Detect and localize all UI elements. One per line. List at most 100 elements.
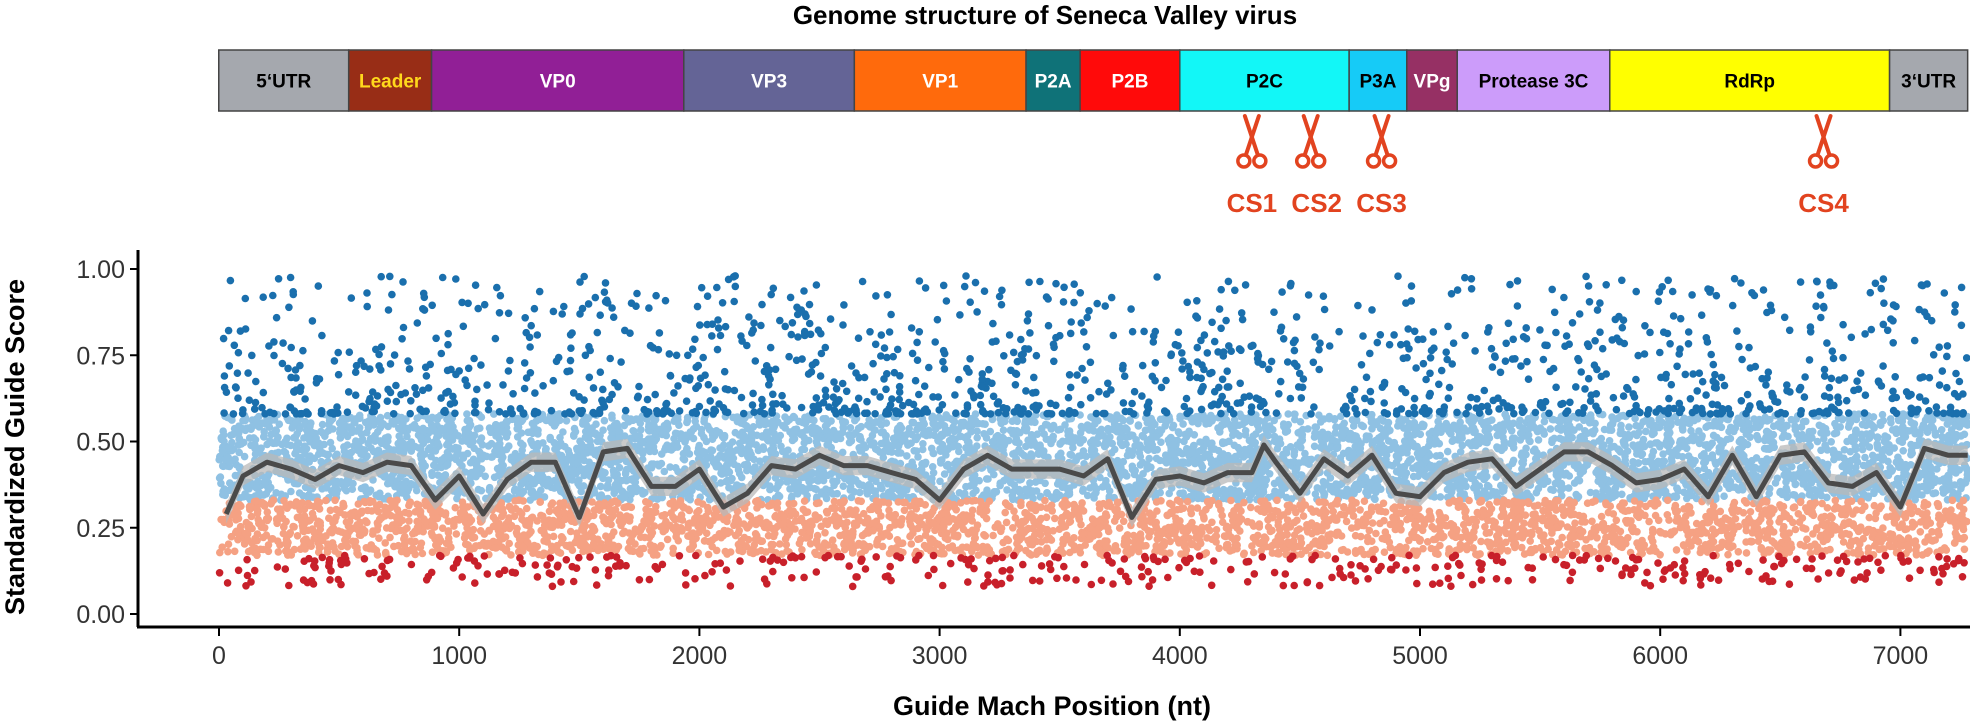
- data-point-mid-high: [351, 415, 360, 423]
- data-point-mid-high: [864, 486, 872, 495]
- data-point-mid-high: [1009, 430, 1017, 438]
- data-point-mid-high: [777, 442, 785, 451]
- data-point-mid-high: [1076, 429, 1085, 437]
- data-point-mid-high: [1205, 419, 1213, 428]
- data-point-mid-high: [650, 417, 659, 425]
- data-point-mid-high: [295, 489, 304, 497]
- data-point-mid-high: [1522, 444, 1530, 453]
- data-point-mid-high: [235, 448, 243, 457]
- data-point-mid-high: [768, 447, 777, 456]
- data-point-mid-high: [1531, 445, 1539, 454]
- data-point-mid-high: [1136, 441, 1144, 450]
- genome-segment-1: [347, 49, 433, 112]
- data-point-mid-high: [772, 417, 780, 426]
- data-point-mid-high: [552, 419, 560, 428]
- data-point-mid-high: [550, 439, 558, 447]
- data-point-mid-high: [1169, 441, 1177, 449]
- data-point-mid-high: [1767, 431, 1775, 439]
- data-point-mid-high: [1079, 436, 1088, 444]
- data-point-mid-high: [1960, 430, 1969, 439]
- data-point-mid-high: [1607, 443, 1615, 452]
- data-point-mid-high: [1802, 473, 1811, 481]
- data-point-mid-high: [1726, 434, 1735, 443]
- data-point-mid-high: [344, 449, 353, 458]
- data-point-mid-high: [1237, 413, 1246, 421]
- data-point-mid-high: [1950, 481, 1959, 489]
- data-point-mid-high: [1368, 425, 1376, 433]
- data-point-mid-high: [1235, 431, 1244, 440]
- data-point-mid-high: [1350, 483, 1358, 492]
- data-point-mid-high: [834, 430, 842, 439]
- data-point-mid-high: [1153, 445, 1161, 454]
- data-point-mid-high: [856, 432, 864, 441]
- data-point-mid-high: [973, 442, 981, 450]
- data-point-mid-high: [740, 461, 749, 469]
- data-point-mid-high: [1828, 446, 1837, 455]
- genome-segment-label-11: RdRp: [1724, 72, 1775, 93]
- data-point-mid-high: [1595, 437, 1603, 445]
- data-point-mid-high: [897, 487, 905, 496]
- data-point-mid-high: [824, 438, 833, 446]
- data-point-mid-high: [926, 431, 934, 439]
- data-point-mid-high: [1169, 450, 1178, 458]
- data-point-mid-high: [1931, 475, 1939, 483]
- data-point-mid-high: [272, 439, 280, 447]
- data-point-mid-high: [1380, 427, 1388, 436]
- data-point-mid-high: [376, 413, 385, 422]
- data-point-mid-high: [1659, 450, 1667, 458]
- data-point-mid-high: [1740, 438, 1749, 447]
- data-point-mid-high: [1754, 435, 1763, 444]
- data-point-mid-high: [1887, 418, 1895, 427]
- data-point-mid-high: [583, 449, 591, 457]
- data-point-mid-high: [684, 494, 692, 502]
- data-point-mid-high: [1598, 492, 1606, 501]
- data-point-mid-high: [1608, 413, 1616, 421]
- data-point-mid-high: [868, 431, 877, 440]
- data-point-mid-high: [260, 432, 268, 441]
- data-point-mid-high: [1006, 478, 1015, 487]
- data-point-mid-high: [774, 491, 783, 500]
- data-point-mid-high: [484, 442, 493, 450]
- data-point-mid-high: [415, 444, 423, 452]
- data-point-mid-high: [1332, 444, 1341, 453]
- genome-segment-2: [430, 49, 685, 112]
- data-point-mid-high: [1618, 490, 1626, 499]
- data-point-mid-high: [463, 426, 471, 435]
- data-point-mid-high: [735, 469, 744, 478]
- data-point-mid-high: [1052, 488, 1061, 497]
- data-point-mid-high: [384, 433, 392, 441]
- data-point-mid-high: [477, 455, 486, 463]
- genome-segment-label-7: P2C: [1246, 72, 1283, 93]
- data-point-mid-high: [1600, 425, 1609, 434]
- data-point-mid-high: [644, 435, 653, 443]
- data-point-mid-high: [854, 424, 863, 433]
- data-point-mid-high: [1235, 450, 1244, 459]
- data-point-mid-high: [885, 441, 893, 450]
- data-point-mid-high: [1117, 414, 1125, 423]
- data-point-mid-high: [348, 428, 356, 437]
- data-point-mid-high: [846, 474, 854, 483]
- data-point-mid-high: [317, 427, 325, 436]
- data-point-mid-high: [790, 425, 799, 434]
- data-point-mid-high: [1033, 430, 1042, 439]
- data-point-mid-high: [1395, 417, 1403, 426]
- data-point-mid-high: [228, 456, 237, 465]
- data-point-mid-high: [352, 437, 360, 445]
- data-point-mid-high: [1234, 443, 1242, 452]
- data-point-mid-high: [984, 475, 992, 483]
- data-point-mid-high: [1325, 414, 1333, 423]
- data-point-mid-high: [424, 445, 433, 454]
- data-point-mid-high: [929, 420, 938, 429]
- data-point-mid-high: [1851, 445, 1860, 454]
- data-point-mid-high: [877, 439, 885, 448]
- data-point-mid-high: [639, 489, 648, 497]
- data-point-mid-high: [1534, 436, 1543, 444]
- data-point-mid-high: [814, 426, 823, 434]
- data-point-mid-high: [999, 426, 1008, 435]
- data-point-mid-high: [1509, 444, 1518, 452]
- data-point-mid-high: [517, 489, 526, 498]
- data-point-mid-high: [1436, 451, 1444, 460]
- data-point-mid-high: [1533, 452, 1542, 460]
- data-point-mid-high: [1632, 421, 1640, 430]
- data-point-mid-high: [1843, 437, 1851, 446]
